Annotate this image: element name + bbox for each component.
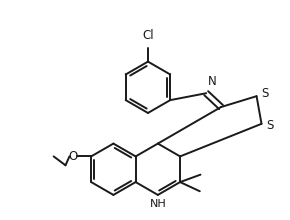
Text: Cl: Cl xyxy=(142,29,154,42)
Text: NH: NH xyxy=(149,199,166,209)
Text: O: O xyxy=(69,150,78,163)
Text: S: S xyxy=(267,119,274,132)
Text: S: S xyxy=(262,87,269,100)
Text: N: N xyxy=(208,75,217,88)
